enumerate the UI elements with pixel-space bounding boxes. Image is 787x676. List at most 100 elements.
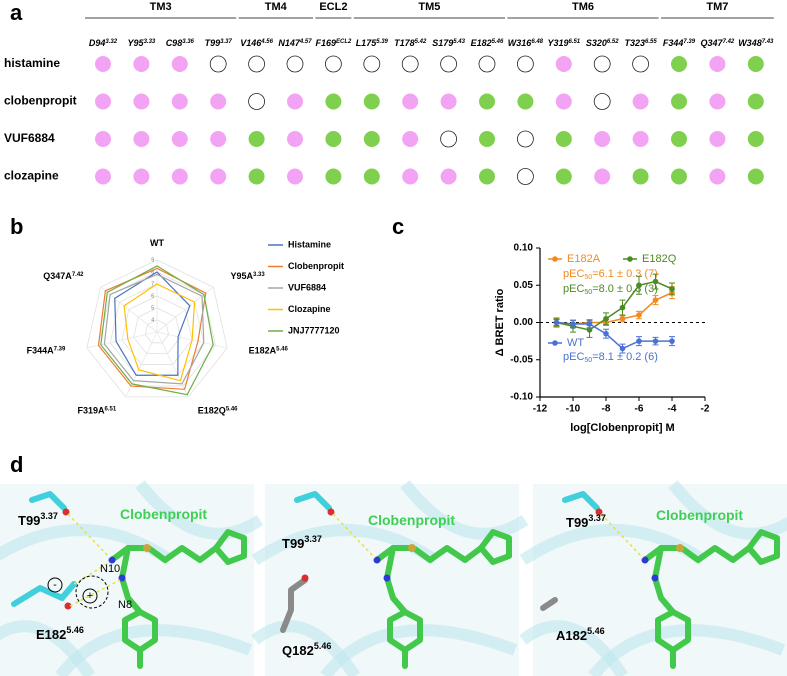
residue-label-sup: 5.43 bbox=[453, 39, 465, 45]
radar-axis-label-main: Q347A bbox=[43, 272, 72, 282]
structure-label-sup: 3.37 bbox=[588, 513, 606, 523]
interaction-dot bbox=[555, 131, 572, 147]
helix-ribbon bbox=[400, 480, 529, 540]
interaction-dot bbox=[440, 93, 457, 110]
legend-marker bbox=[627, 256, 633, 262]
interaction-dot bbox=[248, 168, 265, 185]
radar-grid bbox=[86, 259, 228, 398]
structure-label-main: T99 bbox=[282, 536, 304, 551]
radar-axis-label-main: F344A bbox=[27, 346, 55, 356]
radar-spoke bbox=[156, 331, 189, 398]
x-tick-label: -6 bbox=[635, 404, 644, 415]
data-point bbox=[669, 286, 675, 292]
interaction-dot bbox=[171, 131, 188, 147]
residue-label: T993.37 bbox=[205, 38, 233, 48]
interaction-dot bbox=[555, 93, 572, 110]
residue-label-sup: 3.33 bbox=[144, 39, 156, 45]
structure-label: T993.37 bbox=[282, 534, 322, 551]
interaction-dot bbox=[747, 168, 764, 185]
residue-label-sup: 4.56 bbox=[260, 39, 273, 45]
residue-label-main: F169 bbox=[315, 38, 336, 48]
structure-label-main: - bbox=[53, 579, 57, 591]
residue-label: F3447.39 bbox=[663, 38, 696, 48]
residue-label-sup: 5.46 bbox=[492, 39, 504, 45]
ligand-ring bbox=[213, 529, 247, 565]
annotation-part: pEC bbox=[563, 268, 584, 280]
residue-label-sup: 3.36 bbox=[182, 39, 194, 45]
structure-label: A1825.46 bbox=[556, 626, 605, 643]
hbond bbox=[332, 513, 376, 559]
interaction-dot bbox=[402, 168, 419, 185]
interaction-dot bbox=[479, 131, 495, 147]
data-point bbox=[619, 345, 626, 352]
residue-label: N1474.57 bbox=[278, 38, 312, 48]
residue-label-sup: 6.51 bbox=[568, 39, 580, 45]
residue-label-main: F344 bbox=[663, 38, 684, 48]
structure-label: - bbox=[53, 579, 57, 591]
sulfur-atom bbox=[143, 544, 151, 552]
residue-label: L1755.39 bbox=[356, 38, 389, 48]
structure-label: E1825.46 bbox=[36, 625, 84, 642]
radar-series bbox=[123, 283, 196, 382]
helix-ribbon bbox=[0, 620, 96, 676]
structure-image bbox=[0, 480, 264, 676]
annotation-sub: 50 bbox=[584, 289, 592, 296]
charge-ring bbox=[47, 577, 63, 593]
series-line bbox=[556, 292, 673, 325]
interaction-dot bbox=[671, 93, 687, 110]
y-axis-label: Δ BRET ratio bbox=[494, 288, 506, 356]
radar-axis-label-sup: 3.33 bbox=[253, 272, 265, 278]
interaction-dot bbox=[133, 93, 150, 110]
interaction-dot bbox=[709, 93, 726, 110]
ligand-label: histamine bbox=[4, 56, 60, 70]
data-point bbox=[669, 338, 675, 344]
residue-label-main: D94 bbox=[89, 38, 106, 48]
structure-image bbox=[251, 480, 529, 676]
helix-ribbon bbox=[135, 480, 264, 540]
group-label: TM7 bbox=[706, 1, 728, 13]
structure-label-main: A182 bbox=[556, 628, 587, 643]
interaction-dot bbox=[440, 55, 458, 73]
residue-label: Y3196.51 bbox=[547, 38, 580, 48]
residue-label: D943.32 bbox=[89, 38, 118, 48]
oxygen-atom bbox=[301, 574, 309, 582]
interaction-dot bbox=[248, 55, 266, 73]
radar-axis-label: F319A6.51 bbox=[78, 406, 117, 416]
interaction-dot bbox=[363, 55, 381, 73]
interaction-dot bbox=[363, 93, 380, 110]
structure-label: Clobenpropit bbox=[120, 506, 207, 522]
radar-tick-label: 9 bbox=[151, 257, 154, 263]
legend-label: E182A bbox=[567, 253, 601, 265]
residue-label-main: Q347 bbox=[701, 38, 724, 48]
annotation-sub: 50 bbox=[584, 357, 592, 364]
residue-label-sup: 5.42 bbox=[415, 39, 427, 45]
interaction-dot bbox=[209, 55, 227, 73]
helix-ribbon bbox=[519, 620, 629, 676]
sulfur-atom bbox=[408, 544, 416, 552]
interaction-dot bbox=[287, 93, 303, 110]
interaction-dot bbox=[324, 55, 342, 73]
residue-label-main: Y95 bbox=[128, 38, 145, 48]
residue-label-sup: 6.52 bbox=[607, 39, 619, 45]
residue-stick bbox=[562, 491, 600, 511]
residue-label: Q3477.42 bbox=[701, 38, 735, 48]
nitrogen-atom bbox=[118, 574, 126, 582]
group-label: TM5 bbox=[418, 1, 440, 13]
data-point bbox=[652, 278, 659, 285]
data-point bbox=[586, 327, 593, 333]
nitrogen-atom bbox=[651, 574, 659, 582]
x-tick-label: -8 bbox=[602, 404, 611, 415]
residue-label-main: W316 bbox=[508, 38, 533, 48]
interaction-dot bbox=[709, 168, 726, 185]
residue-label: W3487.43 bbox=[738, 38, 774, 48]
interaction-dot bbox=[671, 56, 687, 72]
interaction-dot bbox=[133, 168, 150, 185]
radar-axis-label: E182Q5.46 bbox=[198, 406, 238, 416]
annotation-part: =6.1 ± 0.3 (7) bbox=[592, 268, 658, 280]
interaction-dot bbox=[440, 168, 457, 185]
radar-series bbox=[97, 267, 207, 390]
interaction-dot bbox=[517, 168, 534, 185]
interaction-dot bbox=[671, 168, 687, 185]
data-point bbox=[603, 315, 609, 322]
